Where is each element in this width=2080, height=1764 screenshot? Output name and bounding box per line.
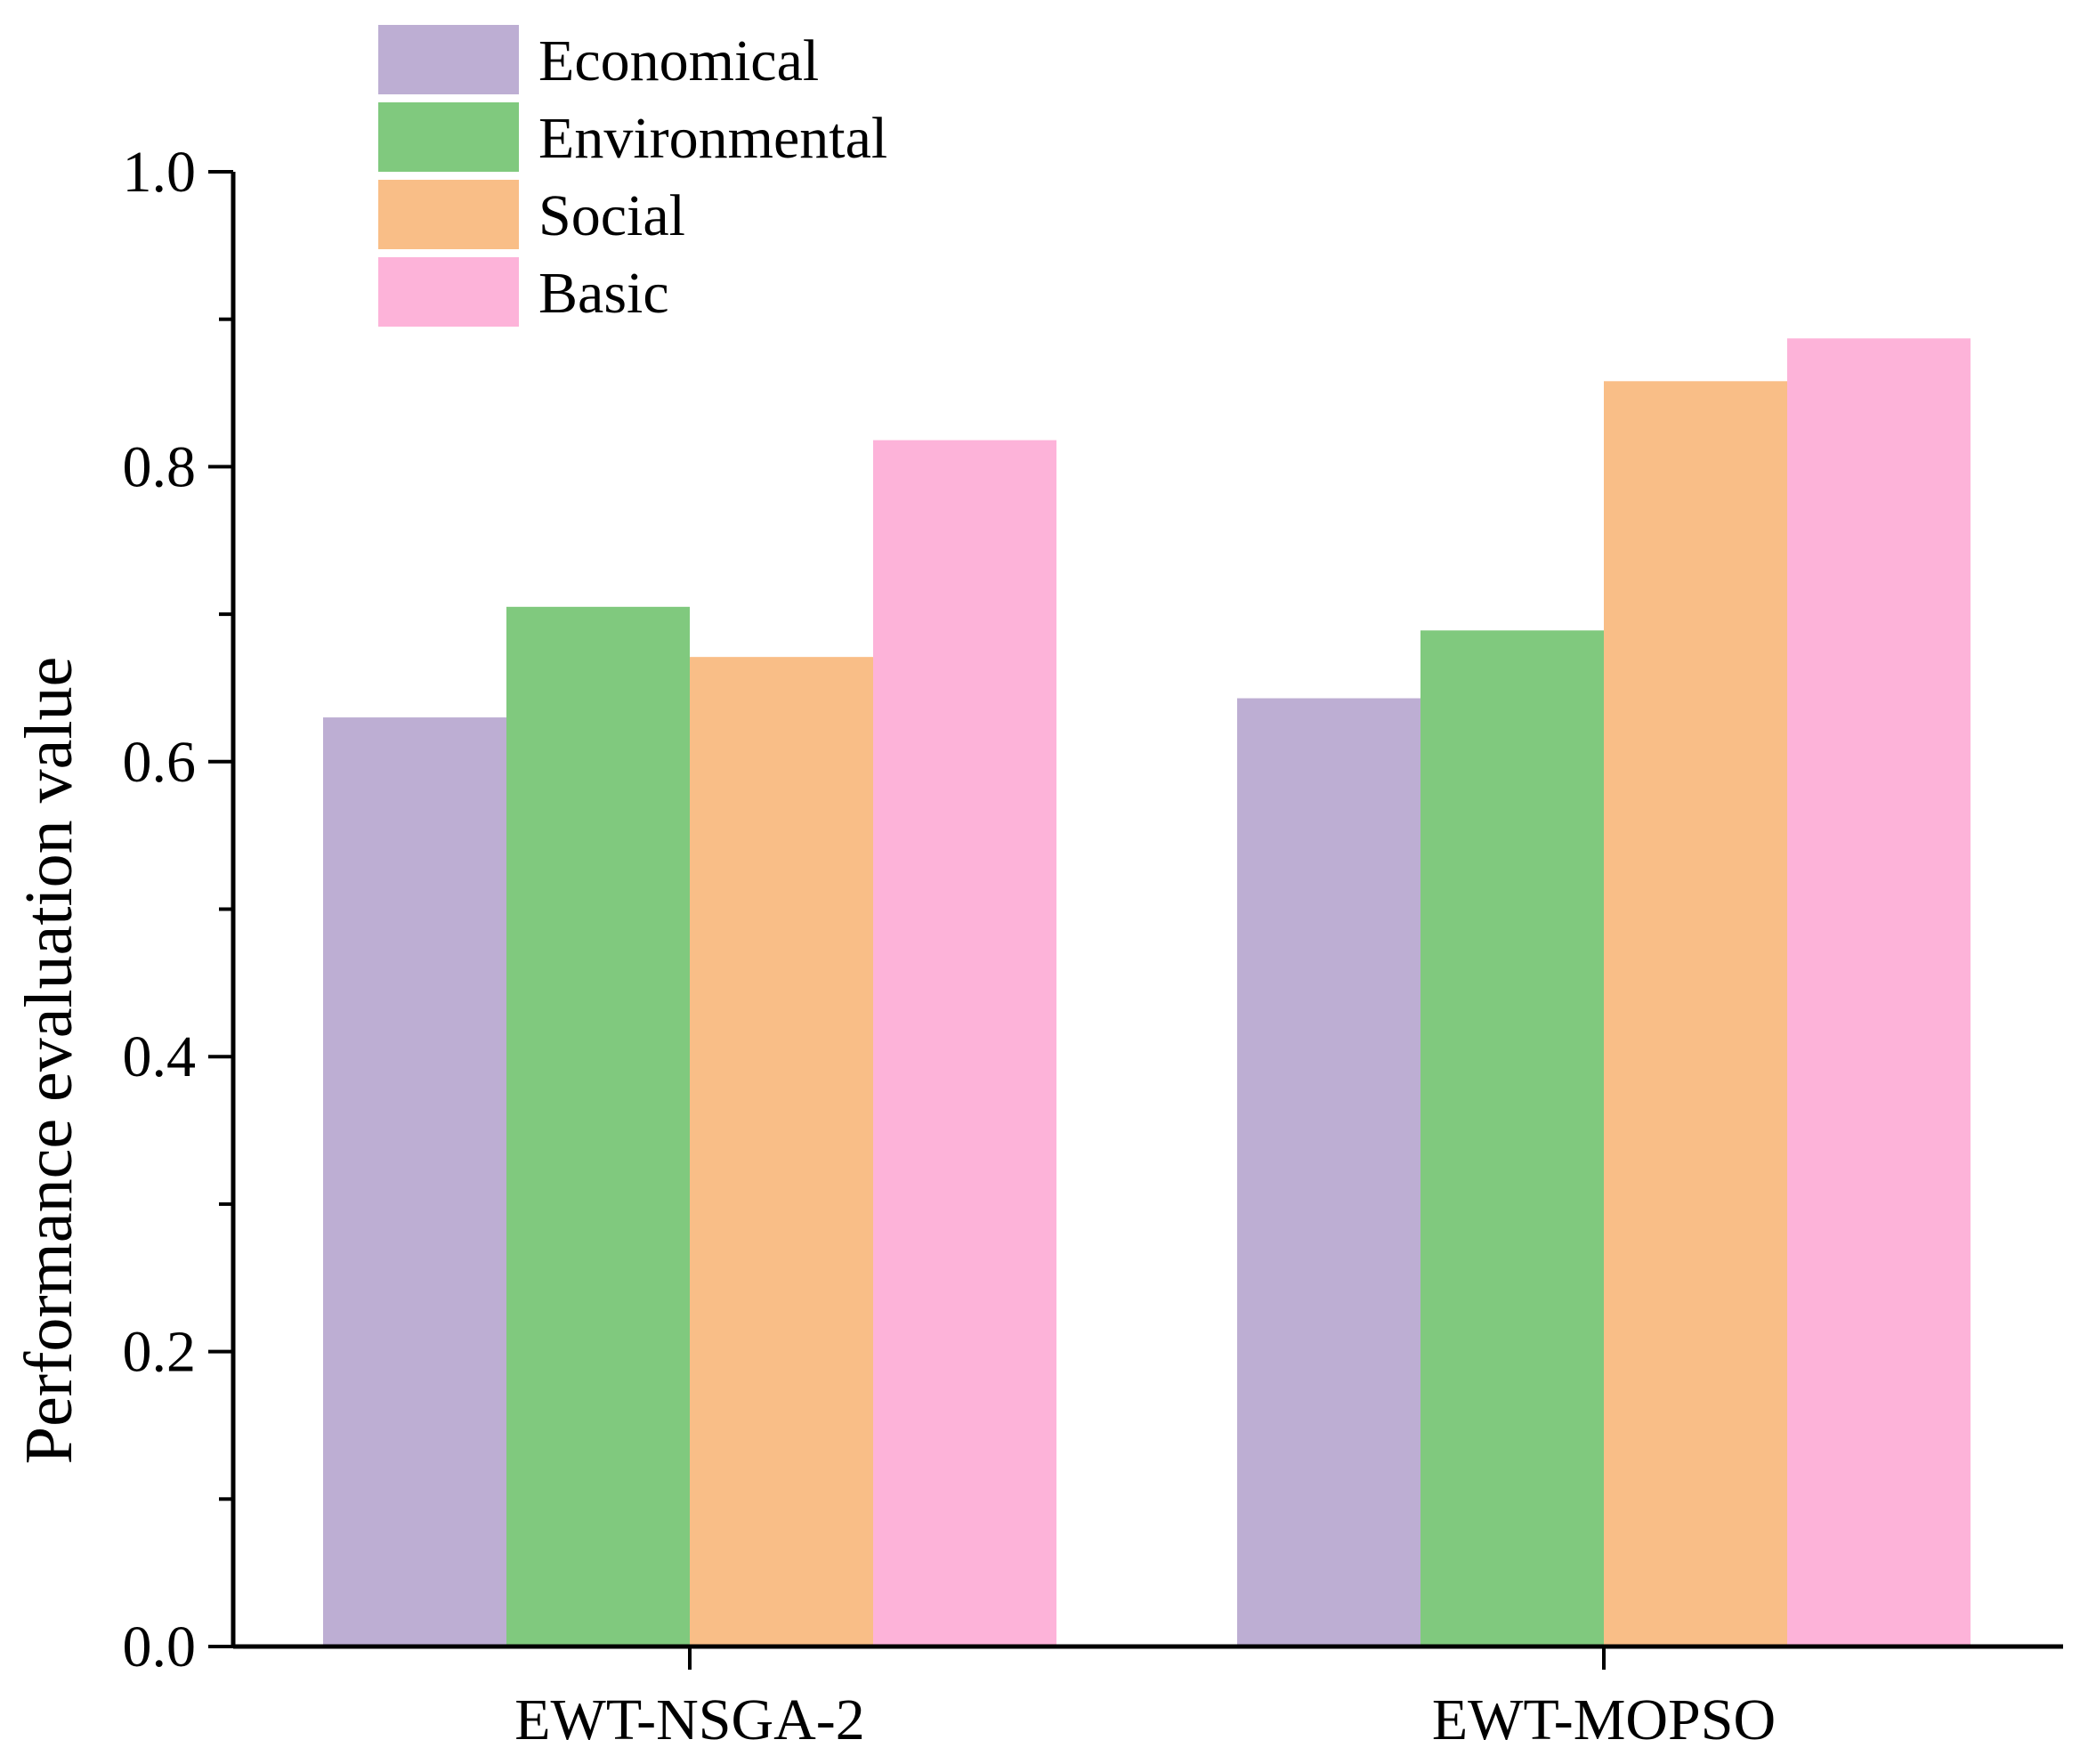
y-tick-label: 0.0	[123, 1614, 197, 1679]
legend-label-environmental: Environmental	[538, 106, 887, 171]
y-tick-label: 0.4	[123, 1024, 197, 1089]
y-tick-label: 0.6	[123, 730, 197, 795]
bar-environmental-ewt-nsga-2	[506, 606, 690, 1647]
bars-group	[323, 338, 1971, 1647]
legend-swatch-basic	[378, 257, 519, 327]
bar-economical-ewt-nsga-2	[323, 717, 506, 1647]
x-tick-label: EWT-MOPSO	[1432, 1687, 1776, 1752]
y-axis-title: Performance evaluation value	[12, 657, 86, 1464]
legend-label-social: Social	[538, 183, 685, 248]
legend-swatch-environmental	[378, 102, 519, 172]
legend-swatch-economical	[378, 25, 519, 94]
y-tick-label: 0.2	[123, 1320, 197, 1385]
legend-label-economical: Economical	[538, 28, 819, 93]
bar-basic-ewt-nsga-2	[873, 440, 1056, 1647]
bar-social-ewt-nsga-2	[690, 657, 873, 1647]
bar-economical-ewt-mopso	[1237, 698, 1420, 1647]
y-ticks-group: 0.0 0.2 0.4 0.6 0.8 1.0	[123, 140, 233, 1679]
bar-environmental-ewt-mopso	[1420, 630, 1604, 1647]
legend-label-basic: Basic	[538, 261, 669, 326]
legend: Economical Environmental Social Basic	[378, 25, 887, 327]
y-tick-label: 1.0	[123, 140, 197, 205]
bar-social-ewt-mopso	[1604, 381, 1787, 1647]
y-tick-label: 0.8	[123, 434, 197, 499]
bar-basic-ewt-mopso	[1787, 338, 1971, 1647]
legend-swatch-social	[378, 180, 519, 249]
x-ticks-group: EWT-NSGA-2 EWT-MOPSO	[514, 1647, 1776, 1752]
x-tick-label: EWT-NSGA-2	[514, 1687, 865, 1752]
